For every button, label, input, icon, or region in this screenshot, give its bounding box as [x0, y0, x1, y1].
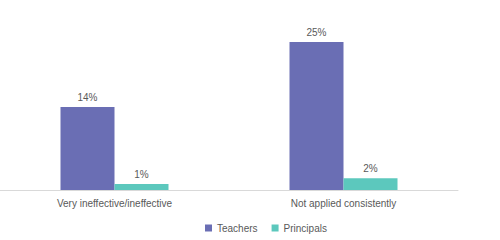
- svg-text:2%: 2%: [363, 163, 378, 174]
- svg-text:14%: 14%: [77, 92, 97, 103]
- svg-text:Not applied consistently: Not applied consistently: [291, 198, 397, 209]
- svg-text:25%: 25%: [306, 27, 326, 38]
- svg-text:Teachers: Teachers: [217, 223, 258, 234]
- svg-text:1%: 1%: [134, 169, 149, 180]
- svg-text:Very ineffective/ineffective: Very ineffective/ineffective: [57, 198, 173, 209]
- svg-text:Principals: Principals: [284, 223, 327, 234]
